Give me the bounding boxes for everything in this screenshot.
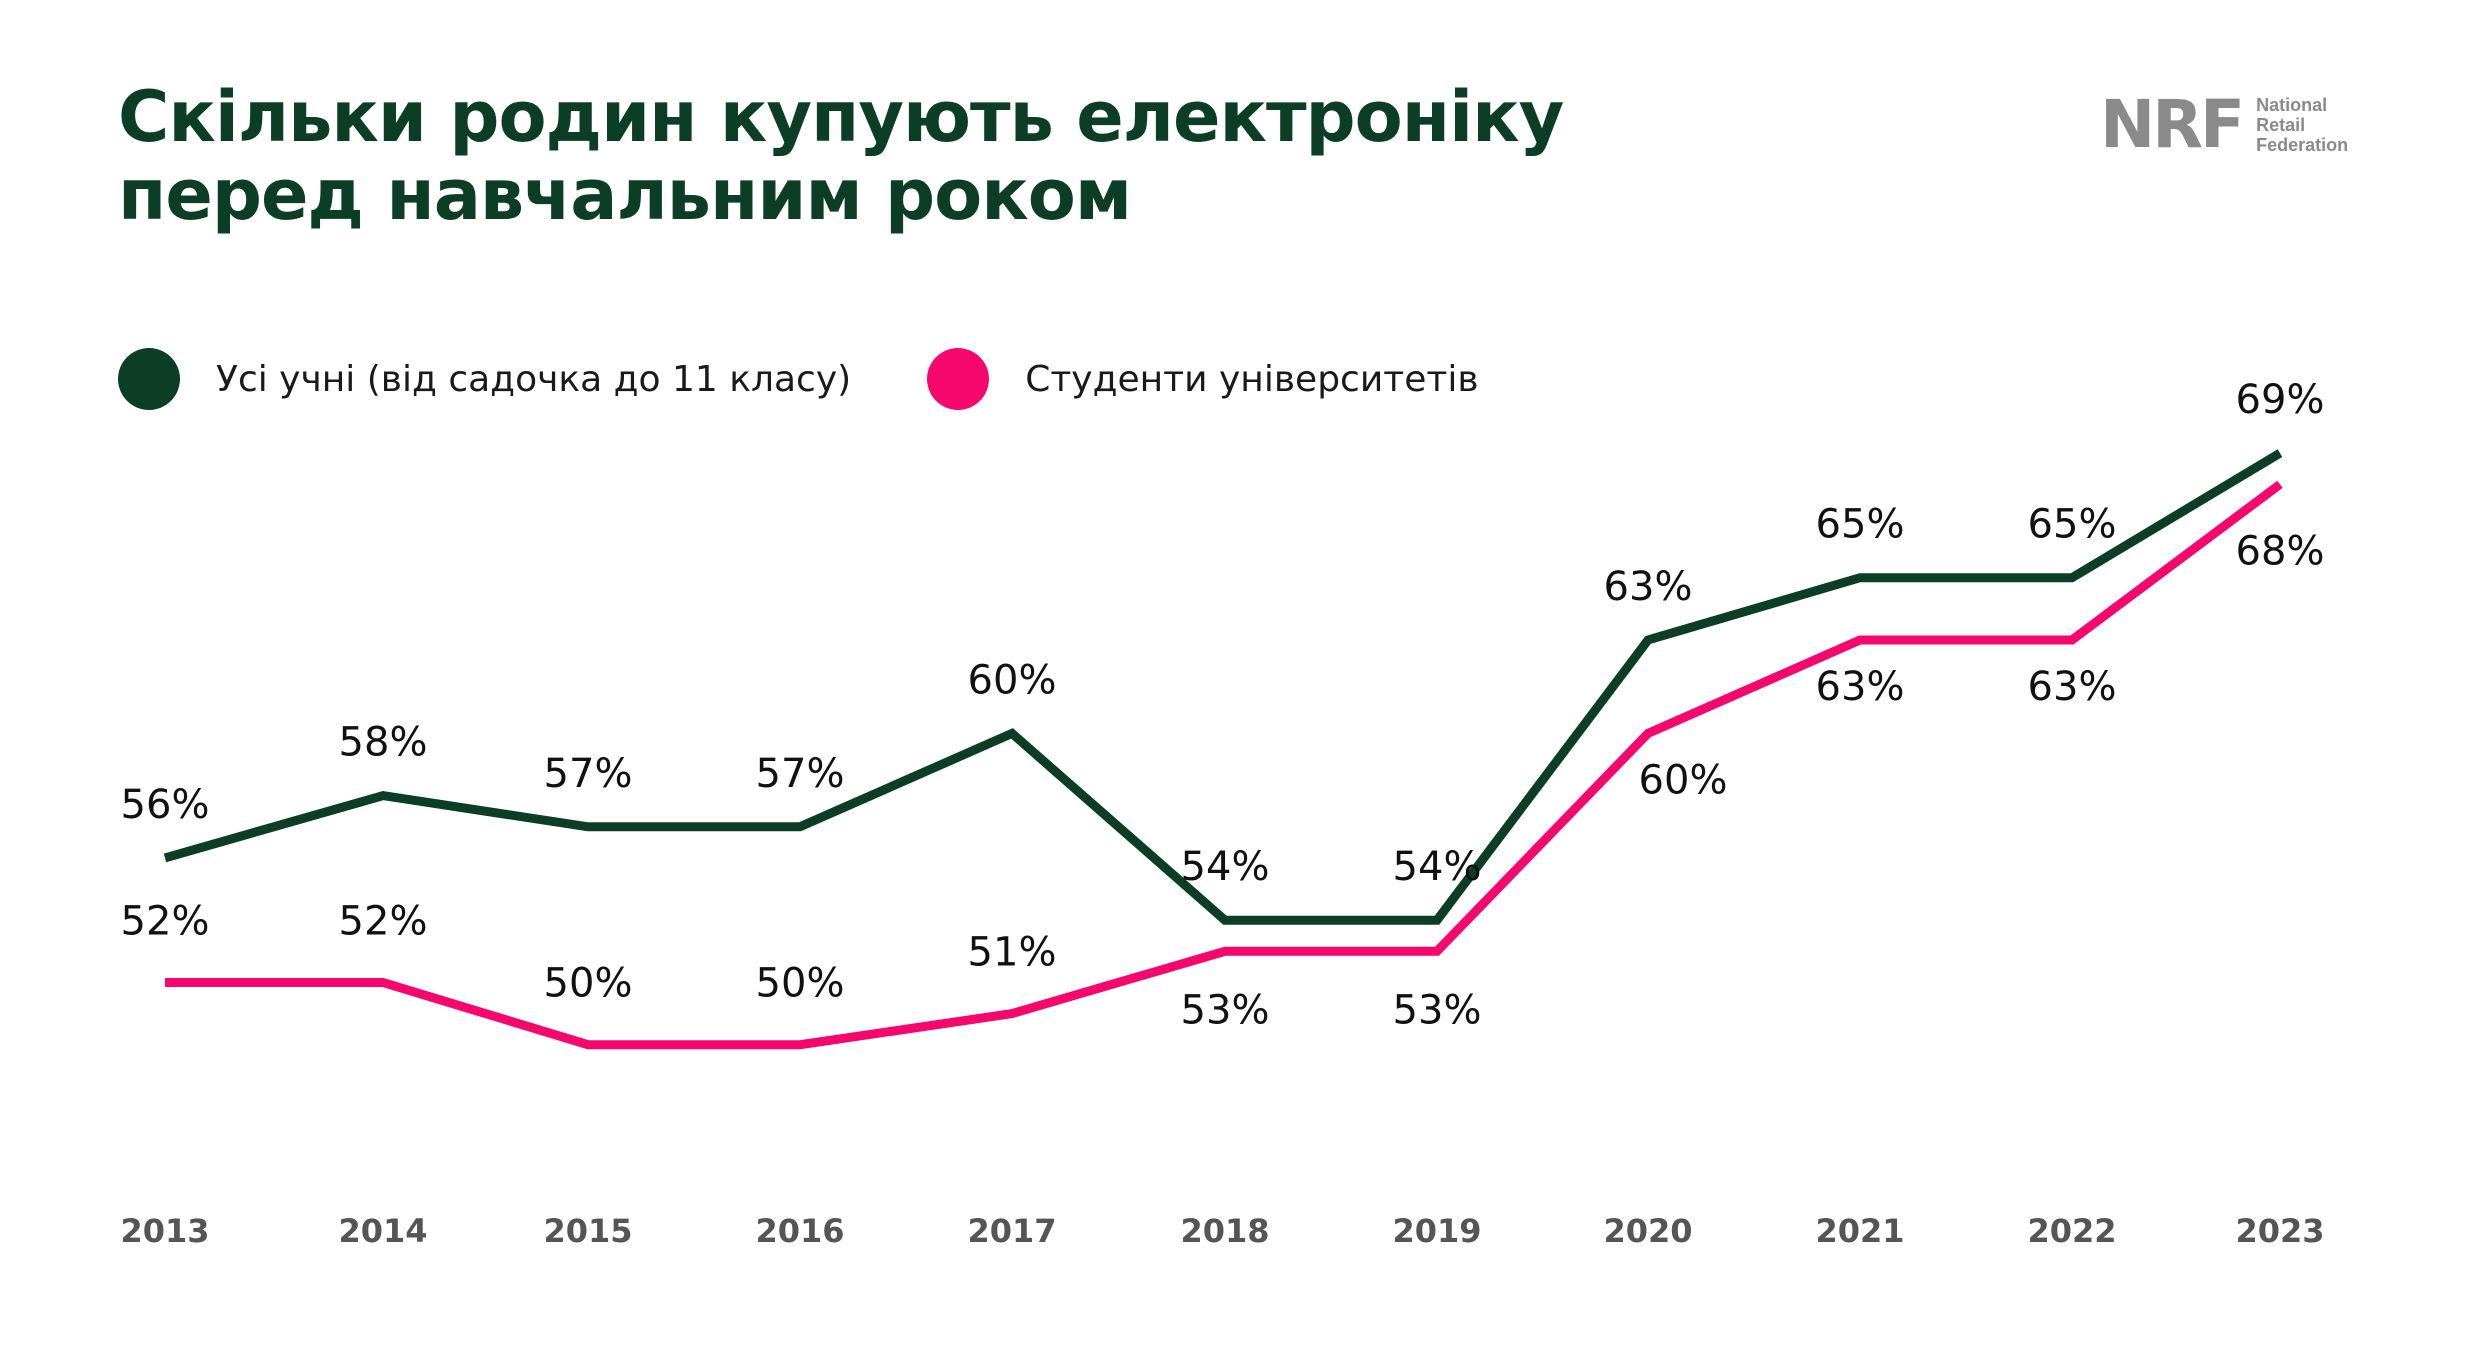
x-tick-label-2023: 2023 <box>2235 1212 2324 1250</box>
data-label-k12-2018: 54% <box>1181 844 1270 890</box>
data-label-college-2018: 53% <box>1181 987 1270 1033</box>
data-label-k12-2017: 60% <box>968 657 1057 703</box>
x-tick-label-2013: 2013 <box>120 1212 209 1250</box>
x-tick-label-2016: 2016 <box>755 1212 844 1250</box>
nrf-logo-mark: NRF <box>2100 86 2245 163</box>
data-label-k12-2019: 54% <box>1393 844 1482 890</box>
legend-dot-k12 <box>118 348 180 410</box>
legend-label-college: Студенти університетів <box>1025 358 1479 400</box>
x-tick-label-2014: 2014 <box>338 1212 427 1250</box>
nrf-logo-line-2: Retail <box>2256 115 2306 135</box>
legend-label-k12: Усі учні (від садочка до 11 класу) <box>216 358 852 400</box>
data-label-college-2014: 52% <box>339 898 428 944</box>
x-tick-label-2019: 2019 <box>1392 1212 1481 1250</box>
data-label-k12-2013: 56% <box>121 782 210 828</box>
x-tick-label-2018: 2018 <box>1180 1212 1269 1250</box>
nrf-logo: NRF National Retail Federation <box>2100 92 2348 158</box>
legend-item-k12: Усі учні (від садочка до 11 класу) <box>118 348 851 410</box>
data-label-college-2023: 68% <box>2236 528 2325 574</box>
x-tick-label-2022: 2022 <box>2027 1212 2116 1250</box>
data-label-k12-2015: 57% <box>544 751 633 797</box>
data-label-k12-2023: 69% <box>2236 377 2325 423</box>
x-tick-label-2017: 2017 <box>967 1212 1056 1250</box>
data-label-k12-2014: 58% <box>339 720 428 766</box>
nrf-logo-text: National Retail Federation <box>2256 95 2348 155</box>
chart-legend: Усі учні (від садочка до 11 класу) Студе… <box>118 348 1555 410</box>
data-label-college-2019: 53% <box>1393 987 1482 1033</box>
data-label-k12-2021: 65% <box>1816 502 1905 548</box>
data-label-k12-2016: 57% <box>756 751 845 797</box>
series-line-college <box>165 480 2283 1050</box>
data-label-college-2015: 50% <box>544 961 633 1007</box>
data-label-k12-2020: 63% <box>1604 564 1693 610</box>
data-label-college-2017: 51% <box>968 930 1057 976</box>
chart-title: Скільки родин купують електроніку перед … <box>118 76 1564 236</box>
nrf-logo-line-1: National <box>2256 95 2328 115</box>
x-tick-label-2021: 2021 <box>1815 1212 1904 1250</box>
data-label-college-2016: 50% <box>756 961 845 1007</box>
data-label-college-2022: 63% <box>2028 664 2117 710</box>
data-label-college-2020: 60% <box>1639 757 1728 803</box>
legend-dot-college <box>927 348 990 410</box>
data-label-college-2013: 52% <box>121 898 210 944</box>
x-tick-label-2015: 2015 <box>543 1212 632 1250</box>
x-tick-label-2020: 2020 <box>1603 1212 1692 1250</box>
data-label-college-2021: 63% <box>1816 664 1905 710</box>
data-label-k12-2022: 65% <box>2028 502 2117 548</box>
series-line-k12 <box>163 449 2283 925</box>
chart-title-line-1: Скільки родин купують електроніку <box>118 76 1564 158</box>
nrf-logo-line-3: Federation <box>2256 135 2349 155</box>
legend-item-college: Студенти університетів <box>927 348 1479 410</box>
chart-title-line-2: перед навчальним роком <box>118 154 1132 236</box>
